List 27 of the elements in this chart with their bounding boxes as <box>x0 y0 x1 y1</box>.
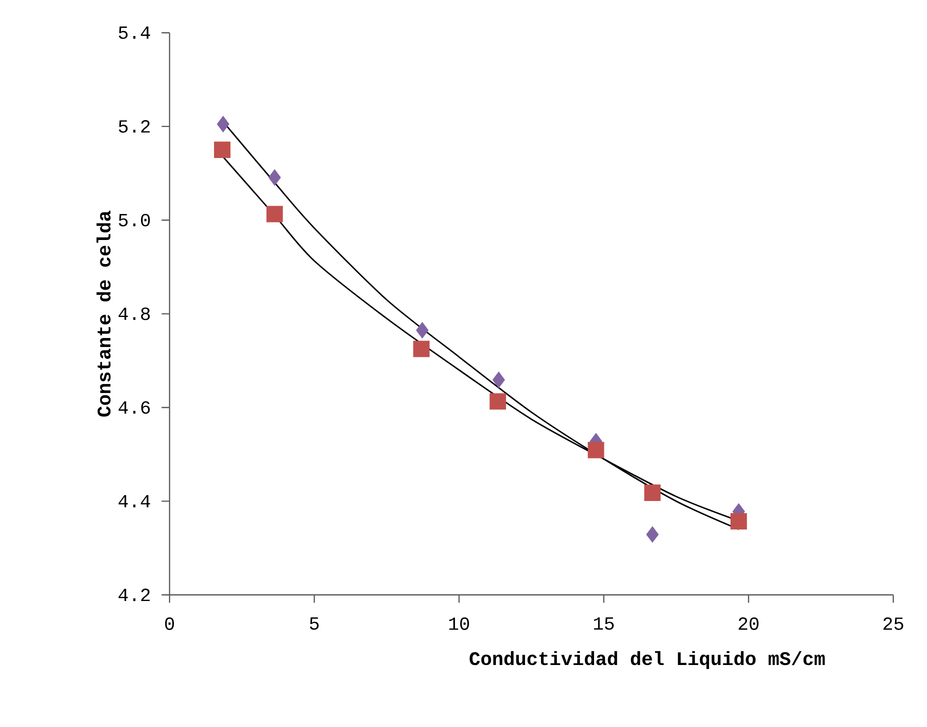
x-tick-label: 20 <box>738 618 759 630</box>
point <box>214 142 230 158</box>
point <box>730 513 747 530</box>
y-tick-label: 5.4 <box>118 26 150 40</box>
y-tick-label: 4.6 <box>118 401 150 414</box>
x-axis-title: Conductividad del Liquido mS/cm <box>470 651 825 670</box>
point <box>490 393 506 410</box>
x-tick-label: 15 <box>594 618 614 630</box>
point <box>413 340 430 358</box>
point <box>644 484 661 502</box>
y-axis-title: Constante de celda <box>96 210 111 417</box>
x-tick-label: 5 <box>310 618 319 630</box>
x-tick-label: 25 <box>883 618 904 630</box>
point <box>216 116 230 132</box>
point <box>588 442 604 458</box>
y-tick-label: 5.0 <box>118 214 150 227</box>
y-tick-label: 4.2 <box>118 588 150 602</box>
y-tick-label: 4.4 <box>118 495 150 508</box>
x-tick-label: 10 <box>449 618 470 630</box>
point <box>646 526 659 543</box>
point <box>268 169 281 186</box>
point <box>266 206 283 222</box>
y-tick-label: 4.8 <box>118 308 150 320</box>
y-tick-label: 5.2 <box>118 120 150 133</box>
point <box>416 322 428 339</box>
x-tick-label: 0 <box>165 618 174 630</box>
point <box>492 372 505 388</box>
